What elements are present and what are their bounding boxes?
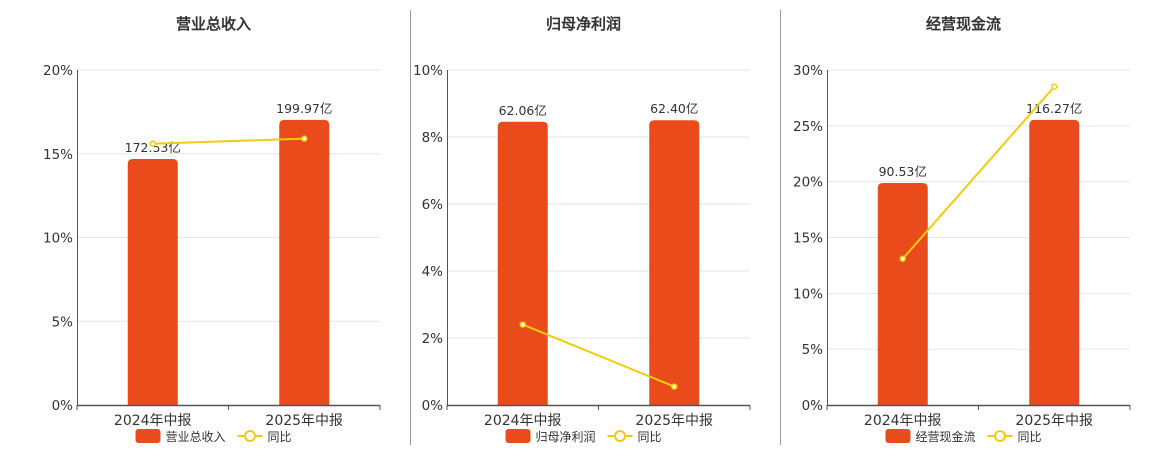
- legend-label: 同比: [638, 430, 662, 444]
- y-tick-label: 10%: [793, 286, 823, 302]
- legend-label: 同比: [268, 430, 292, 444]
- legend-line-marker: [614, 430, 626, 442]
- y-tick-label: 20%: [43, 63, 73, 79]
- legend-label: 同比: [1018, 430, 1042, 444]
- legend-line-marker: [994, 430, 1006, 442]
- line-point: [899, 255, 906, 262]
- bar-data-label: 116.27亿: [1026, 101, 1082, 116]
- x-tick-label: 2025年中报: [635, 413, 713, 429]
- y-tick-label: 5%: [52, 314, 74, 330]
- y-tick-label: 5%: [802, 342, 824, 358]
- line-point: [519, 321, 526, 328]
- line-series: [522, 323, 675, 388]
- y-tick-label: 2%: [422, 331, 444, 347]
- x-tick-label: 2024年中报: [114, 413, 192, 429]
- bar: [279, 119, 330, 405]
- chart-title: 归母净利润: [546, 15, 621, 33]
- bar-data-label: 62.06亿: [499, 103, 547, 118]
- legend-bar-swatch: [135, 429, 161, 443]
- y-tick-label: 0%: [422, 398, 444, 414]
- x-tick-label: 2024年中报: [864, 413, 942, 429]
- y-tick-label: 15%: [43, 147, 73, 163]
- y-tick-label: 0%: [52, 398, 74, 414]
- bar: [127, 159, 178, 405]
- y-tick-label: 8%: [422, 130, 444, 146]
- x-tick-label: 2024年中报: [484, 413, 562, 429]
- legend-label: 营业总收入: [166, 430, 226, 444]
- chart-title: 营业总收入: [176, 15, 251, 33]
- legend-bar-swatch: [885, 429, 911, 443]
- x-tick-label: 2025年中报: [265, 413, 343, 429]
- bar: [649, 120, 700, 406]
- line-point: [301, 135, 308, 142]
- bar: [1029, 119, 1080, 406]
- bar: [877, 182, 928, 405]
- y-tick-label: 10%: [413, 63, 443, 79]
- y-tick-label: 4%: [422, 264, 444, 280]
- line-series: [152, 137, 305, 145]
- line-series: [901, 86, 1056, 260]
- line-point: [1051, 83, 1058, 90]
- bar: [497, 121, 548, 405]
- y-tick-label: 10%: [43, 231, 73, 247]
- bar-data-label: 199.97亿: [276, 101, 332, 116]
- line-point: [671, 383, 678, 390]
- y-tick-label: 30%: [793, 63, 823, 79]
- x-tick-label: 2025年中报: [1015, 413, 1093, 429]
- legend-line-marker: [244, 430, 256, 442]
- legend-label: 归母净利润: [536, 430, 596, 444]
- y-tick-label: 6%: [422, 197, 444, 213]
- bar-data-label: 62.40亿: [650, 101, 698, 116]
- chart-title: 经营现金流: [926, 15, 1001, 33]
- y-tick-label: 25%: [793, 119, 823, 135]
- y-tick-label: 20%: [793, 175, 823, 191]
- y-tick-label: 15%: [793, 231, 823, 247]
- legend-bar-swatch: [505, 429, 531, 443]
- y-tick-label: 0%: [802, 398, 824, 414]
- line-point: [149, 140, 156, 147]
- legend-label: 经营现金流: [916, 429, 976, 444]
- bar-data-label: 90.53亿: [879, 164, 927, 179]
